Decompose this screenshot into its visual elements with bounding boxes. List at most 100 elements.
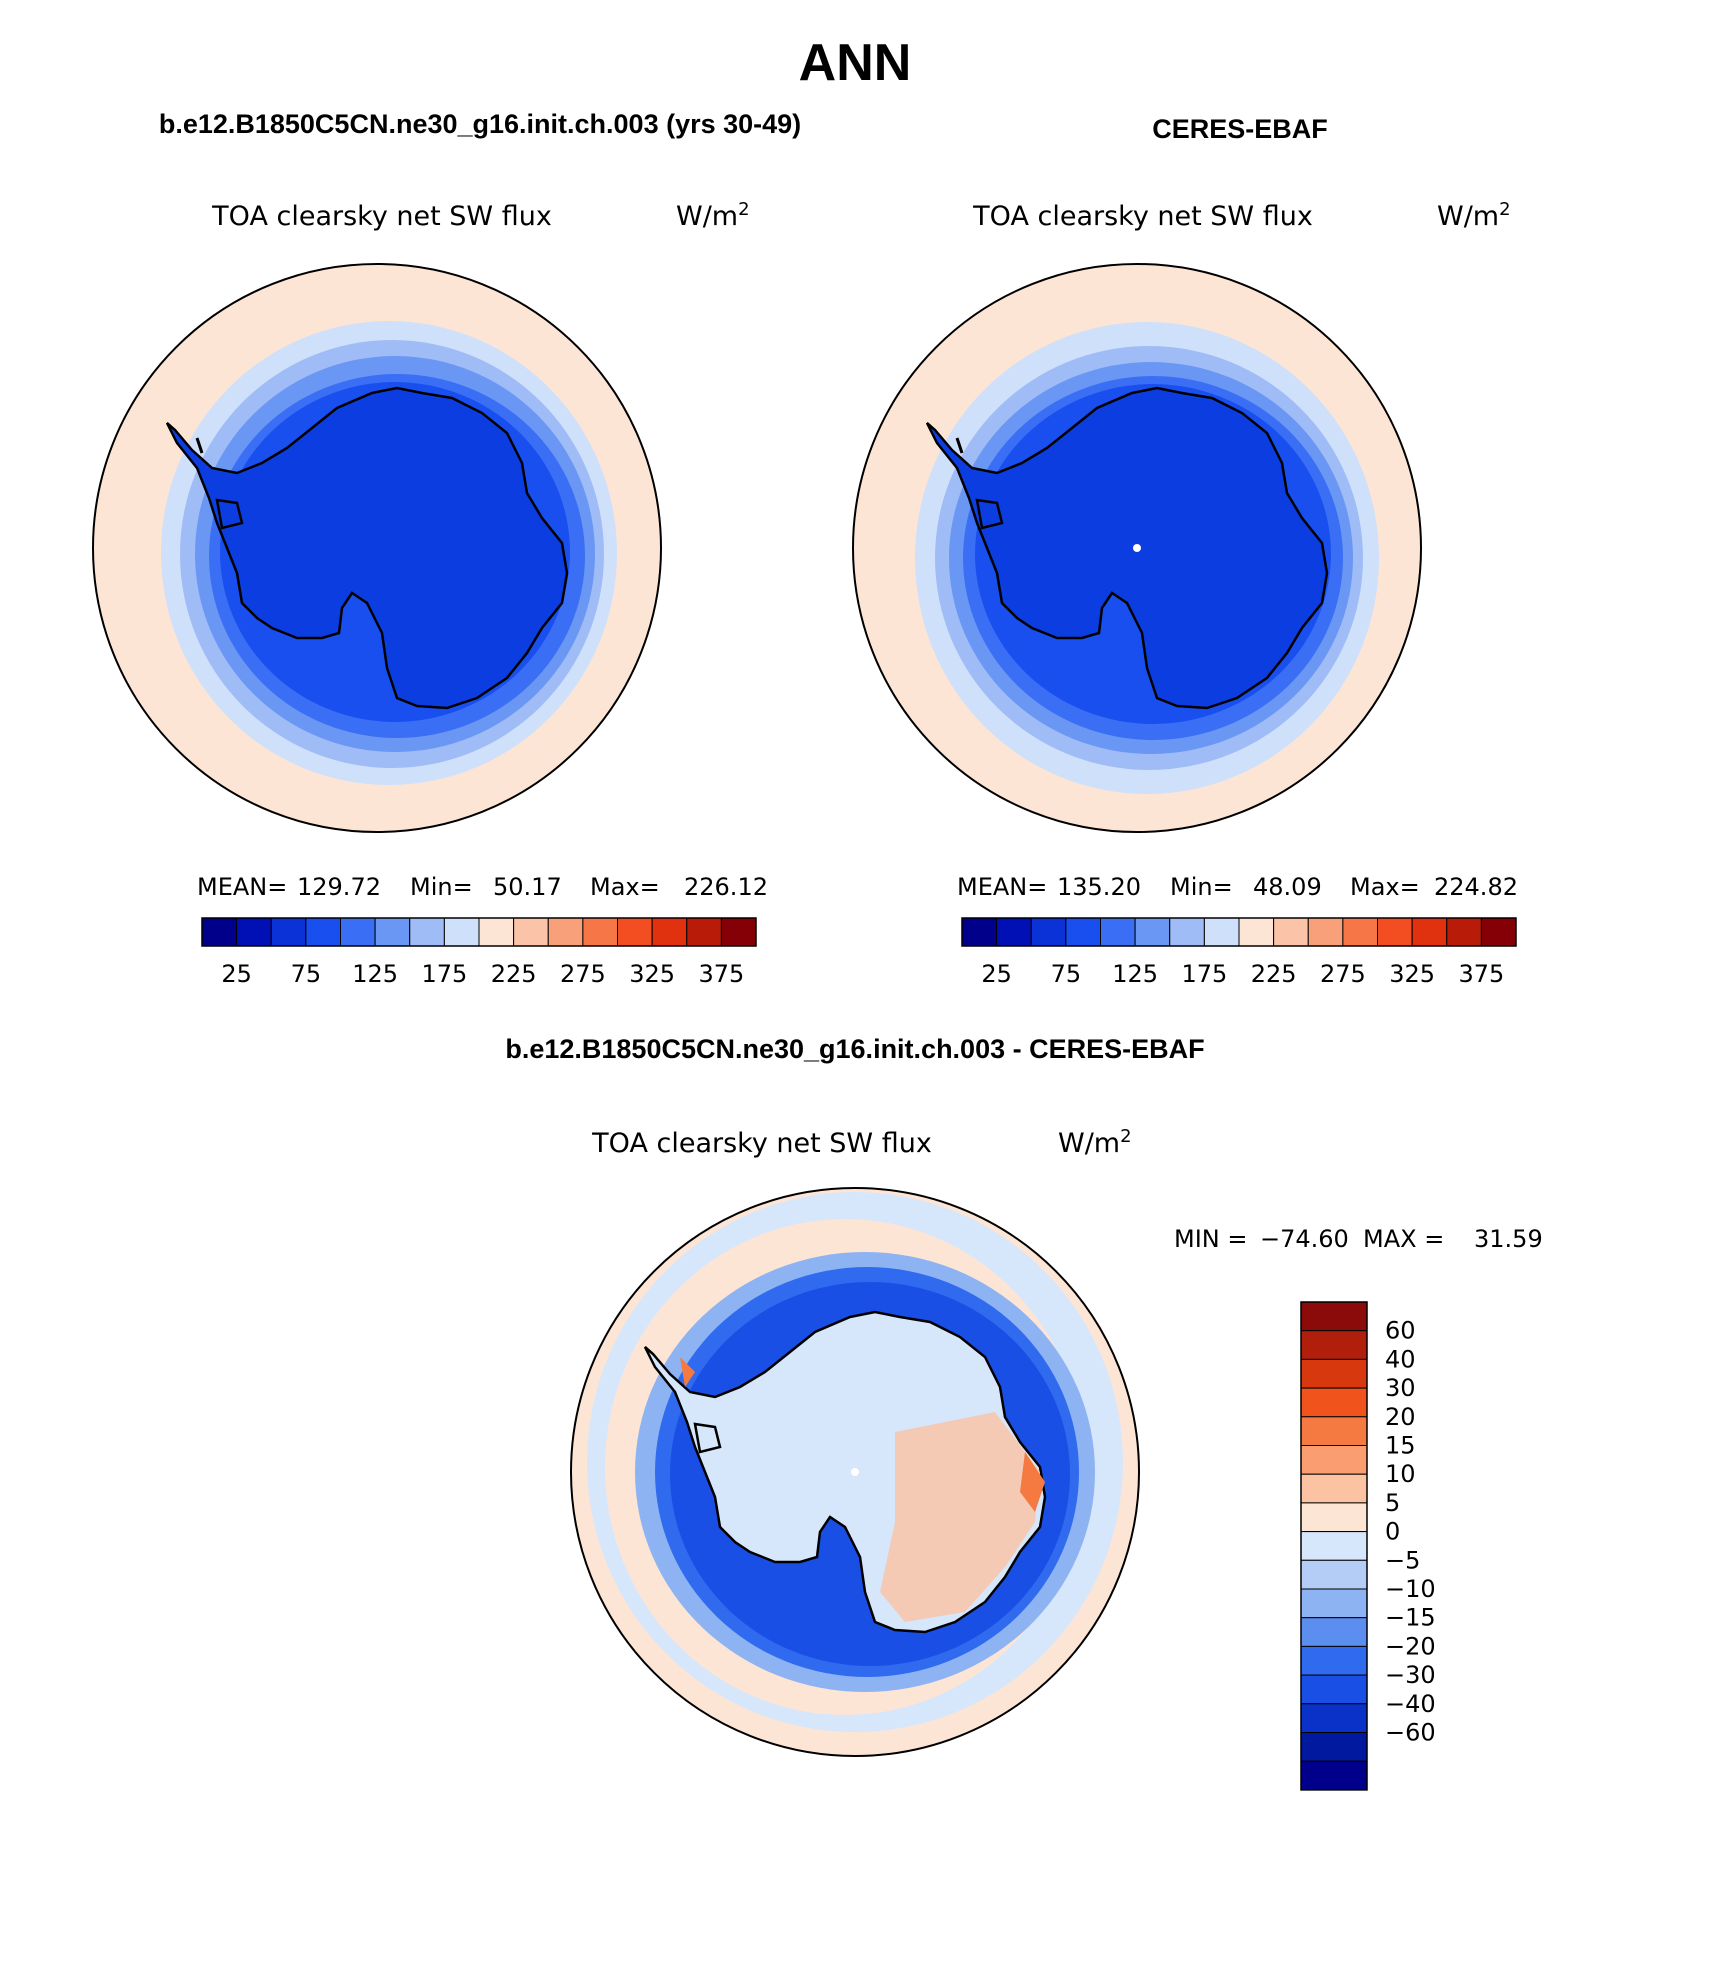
obs-min-value: 48.09 [1253,873,1322,901]
difference-minmax: MIN = −74.60 MAX = 31.59 [1174,1225,1543,1253]
difference-colorbar-label: −40 [1385,1690,1436,1718]
model-mean-label: MEAN= [197,873,287,901]
obs-colorbar-tick-label: 325 [1389,960,1435,988]
difference-colorbar-swatch [1300,1674,1368,1705]
model-units: W/m2 [676,199,750,232]
obs-colorbar-swatch [961,917,998,947]
difference-map [571,1188,1139,1756]
obs-colorbar-swatch [1169,917,1205,947]
model-colorbar-tick-label: 75 [291,960,322,988]
model-panel-header: b.e12.B1850C5CN.ne30_g16.init.ch.003 (yr… [159,109,801,139]
difference-panel: b.e12.B1850C5CN.ne30_g16.init.ch.003 - C… [505,1034,1543,1791]
obs-colorbar-swatch [1065,917,1101,947]
page-title: ANN [799,34,912,92]
obs-stats: MEAN= 135.20 Min= 48.09 Max= 224.82 [957,873,1518,901]
difference-colorbar-swatch [1300,1588,1368,1619]
obs-colorbar-swatch [1203,917,1240,947]
difference-units: W/m2 [1058,1126,1132,1159]
obs-colorbar-tick-label: 225 [1251,960,1297,988]
obs-max-value: 224.82 [1434,873,1518,901]
model-colorbar-swatch [513,917,549,947]
model-island [195,437,204,454]
model-colorbar-swatch [305,917,341,947]
difference-colorbar-swatch [1300,1645,1368,1676]
model-colorbar-swatch [236,917,272,947]
model-map [93,264,661,832]
obs-colorbar-tick-label: 25 [981,960,1012,988]
model-colorbar-tick-label: 25 [221,960,252,988]
difference-max-value: 31.59 [1474,1225,1543,1253]
obs-colorbar-swatch [1307,917,1344,947]
difference-colorbar-swatch [1300,1617,1368,1647]
model-colorbar-tick-label: 375 [698,960,744,988]
model-colorbar-swatch [478,917,515,947]
model-colorbar-tick-label: 225 [491,960,537,988]
model-stats: MEAN= 129.72 Min= 50.17 Max= 226.12 [197,873,768,901]
model-colorbar-tick-label: 125 [352,960,398,988]
model-colorbar-swatch [720,917,757,947]
obs-colorbar-swatch [1411,917,1448,947]
obs-colorbar-swatch [1377,917,1413,947]
model-colorbar-frame [201,917,757,947]
difference-colorbar-label: 30 [1385,1374,1416,1402]
difference-colorbar-swatch [1300,1330,1368,1360]
difference-colorbar-swatch [1300,1445,1368,1475]
difference-max-label: MAX = [1363,1225,1444,1253]
obs-min-label: Min= [1170,873,1233,901]
difference-colorbar-label: 40 [1385,1345,1416,1373]
model-colorbar-swatch [686,917,722,947]
obs-colorbar-swatch [1030,917,1067,947]
difference-colorbar-swatch [1300,1416,1368,1447]
model-colorbar-swatch [340,917,376,947]
difference-colorbar-label: 15 [1385,1432,1416,1460]
difference-colorbar-swatch [1300,1559,1368,1590]
model-colorbar-tick-label: 175 [421,960,467,988]
model-colorbar-swatch [582,917,618,947]
obs-island [955,437,964,454]
difference-colorbar-label: 60 [1385,1317,1416,1345]
difference-colorbar-label: 5 [1385,1489,1400,1517]
difference-colorbar-swatch [1300,1502,1368,1533]
obs-map-border [852,263,1422,833]
model-colorbar-swatch [201,917,238,947]
model-map-border [92,263,662,833]
model-colorbar-swatch [443,917,480,947]
difference-colorbar-label: −30 [1385,1661,1436,1689]
obs-colorbar-tick-label: 125 [1112,960,1158,988]
difference-ice-shelf-outline [693,1422,722,1454]
obs-colorbar-tick-label: 175 [1181,960,1227,988]
difference-colorbar-label: −20 [1385,1632,1436,1660]
obs-colorbar-frame [961,917,1517,947]
difference-hotspot-east [1020,1452,1045,1512]
model-panel: b.e12.B1850C5CN.ne30_g16.init.ch.003 (yr… [92,109,801,988]
obs-colorbar-swatch [1134,917,1171,947]
obs-colorbar: 25 75 125 175 225 275 325 375 [961,917,1517,988]
difference-colorbar-swatch [1300,1703,1368,1734]
obs-colorbar-swatch [1342,917,1378,947]
model-colorbar-swatch [374,917,411,947]
model-max-label: Max= [590,873,660,901]
difference-colorbar-swatch [1300,1760,1368,1791]
difference-colorbar-label: −5 [1385,1546,1420,1574]
difference-map-border [570,1187,1140,1757]
model-colorbar-tick-label: 275 [560,960,606,988]
difference-colorbar-frame [1300,1301,1368,1791]
model-colorbar: 25 75 125 175 225 275 325 375 [201,917,757,988]
obs-ice-shelf-outline [975,498,1004,530]
difference-panel-header: b.e12.B1850C5CN.ne30_g16.init.ch.003 - C… [505,1034,1204,1064]
model-min-value: 50.17 [493,873,562,901]
difference-colorbar-swatch [1300,1732,1368,1762]
difference-colorbar-label: −60 [1385,1719,1436,1747]
difference-plot-title: TOA clearsky net SW flux [591,1128,932,1159]
difference-hotspot-peninsula [680,1357,695,1387]
obs-colorbar-swatch [1273,917,1309,947]
model-mean-value: 129.72 [297,873,381,901]
difference-min-label: MIN = [1174,1225,1247,1253]
obs-colorbar-swatch [1446,917,1482,947]
model-colorbar-swatch [617,917,653,947]
difference-colorbar-label: 0 [1385,1518,1400,1546]
model-colorbar-swatch [270,917,307,947]
difference-pole-marker [851,1468,859,1476]
